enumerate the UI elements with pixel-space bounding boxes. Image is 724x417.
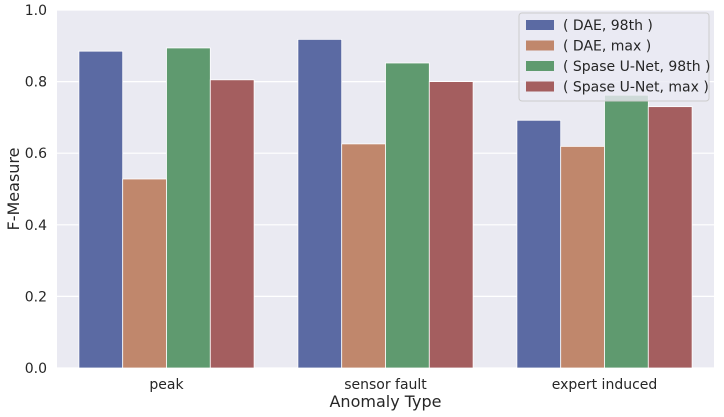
y-tick-label: 0.6 — [25, 146, 47, 162]
legend-label: ( Spase U-Net, max ) — [563, 80, 709, 96]
legend-swatch — [526, 20, 554, 30]
legend-label: ( DAE, 98th ) — [563, 18, 653, 34]
x-axis-title: Anomaly Type — [329, 392, 441, 411]
bar-2-3 — [647, 106, 693, 369]
bar-1-1 — [341, 143, 386, 369]
bars — [78, 38, 693, 369]
legend-swatch — [526, 40, 554, 51]
legend-swatch — [526, 81, 554, 92]
bar-1-3 — [428, 81, 474, 369]
y-tick-label: 0.4 — [25, 218, 47, 234]
bar-2-2 — [604, 94, 649, 369]
x-axis-ticks: peak sensor fault expert induced — [149, 377, 657, 393]
bar-0-3 — [209, 79, 255, 369]
legend-label: ( Spase U-Net, 98th ) — [563, 59, 711, 75]
bar-0-0 — [78, 50, 124, 369]
y-axis-title: F-Measure — [4, 148, 23, 231]
bar-2-0 — [516, 119, 562, 369]
bar-1-0 — [297, 38, 343, 369]
bar-0-1 — [122, 178, 167, 369]
x-tick-label: expert induced — [552, 377, 658, 393]
y-tick-label: 0.0 — [25, 361, 47, 377]
legend-swatch — [526, 61, 554, 71]
x-tick-label: peak — [149, 377, 184, 393]
y-tick-label: 0.8 — [25, 75, 47, 91]
bar-1-2 — [385, 62, 430, 369]
bar-2-1 — [560, 145, 605, 369]
legend-label: ( DAE, max ) — [563, 39, 651, 55]
y-axis-ticks: 0.0 0.2 0.4 0.6 0.8 1.0 — [25, 3, 47, 377]
legend-box — [518, 12, 710, 102]
y-tick-label: 0.2 — [25, 289, 47, 305]
x-tick-label: sensor fault — [344, 377, 427, 393]
legend: ( DAE, 98th ) ( DAE, max ) ( Spase U-Net, … — [518, 12, 711, 102]
y-tick-label: 1.0 — [25, 3, 47, 19]
bar-0-2 — [166, 47, 211, 369]
